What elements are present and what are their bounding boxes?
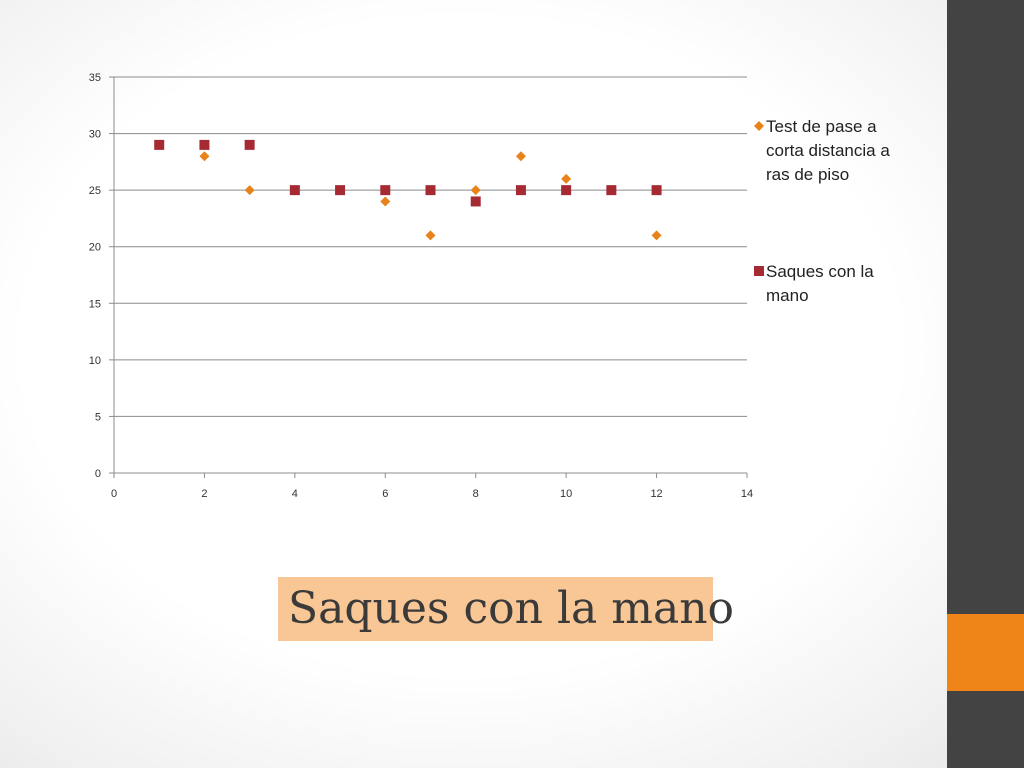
series-2-point bbox=[380, 185, 391, 196]
legend-diamond-icon bbox=[754, 121, 764, 131]
y-tick-label: 30 bbox=[89, 129, 101, 141]
series-2-point bbox=[154, 139, 165, 150]
series-1-point bbox=[651, 230, 662, 241]
series-2-point bbox=[289, 185, 300, 196]
series-2-point bbox=[561, 185, 572, 196]
x-tick-label: 4 bbox=[292, 488, 298, 500]
slide-caption-text: Saques con la mano bbox=[288, 583, 735, 634]
y-tick-label: 25 bbox=[89, 185, 101, 197]
legend-entry-label: Test de pase a bbox=[766, 117, 877, 136]
legend-entry-label: ras de piso bbox=[766, 165, 849, 184]
series-1-point bbox=[470, 185, 481, 196]
series-1-point bbox=[244, 185, 255, 196]
y-tick-label: 10 bbox=[89, 355, 101, 367]
series-2-point bbox=[515, 185, 526, 196]
slide-sidebar bbox=[947, 0, 1024, 768]
series-2-point bbox=[199, 139, 210, 150]
sidebar-accent-block bbox=[947, 614, 1024, 691]
x-tick-label: 6 bbox=[382, 488, 388, 500]
legend-entry-label: Saques con la bbox=[766, 262, 874, 281]
series-2-point bbox=[425, 185, 436, 196]
series-2-point bbox=[470, 196, 481, 207]
scatter-chart: 0 5 10 15 20 25 30 35 0 2 4 6 8 10 12 14 Test de pase a c… bbox=[89, 72, 891, 500]
x-tick-label: 12 bbox=[650, 488, 662, 500]
x-tick-label: 2 bbox=[201, 488, 207, 500]
series-2-point bbox=[651, 185, 662, 196]
y-tick-label: 15 bbox=[89, 298, 101, 310]
y-tick-label: 35 bbox=[89, 72, 101, 84]
series-1-point bbox=[199, 151, 210, 162]
series-2-point bbox=[335, 185, 346, 196]
x-tick-label: 14 bbox=[741, 488, 753, 500]
legend-square-icon bbox=[754, 266, 764, 276]
slide-caption-box: Saques con la mano bbox=[278, 577, 734, 641]
series-1-point bbox=[425, 230, 436, 241]
x-tick-label: 10 bbox=[560, 488, 572, 500]
series-1-point bbox=[515, 151, 526, 162]
y-tick-label: 0 bbox=[95, 468, 101, 480]
y-tick-label: 20 bbox=[89, 242, 101, 254]
series-2-point bbox=[606, 185, 617, 196]
x-tick-label: 0 bbox=[111, 488, 117, 500]
legend-entry-label: corta distancia a bbox=[766, 141, 890, 160]
legend-entry-label: mano bbox=[766, 286, 809, 305]
series-1-point bbox=[380, 196, 391, 207]
y-tick-label: 5 bbox=[95, 411, 101, 423]
x-tick-label: 8 bbox=[473, 488, 479, 500]
series-1-point bbox=[561, 173, 572, 184]
series-2-point bbox=[244, 139, 255, 150]
